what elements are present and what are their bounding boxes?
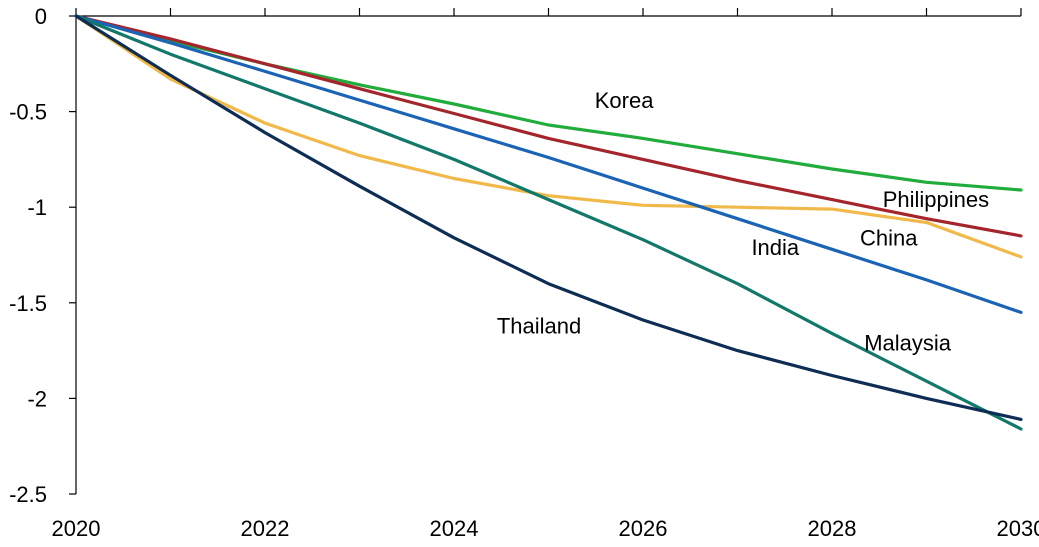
- series-labels: Korea Philippines China India Malaysia Thaila…: [497, 88, 989, 356]
- x-tick-label: 2022: [241, 516, 290, 541]
- series-line-thailand: [74, 14, 1023, 421]
- x-tick-label: 2026: [619, 516, 668, 541]
- x-tick-label: 2024: [430, 516, 479, 541]
- series-label-thailand: Thailand: [497, 313, 581, 338]
- x-tick-label: 2020: [52, 516, 101, 541]
- series-line-malaysia: [74, 14, 1023, 431]
- series-label-malaysia: Malaysia: [864, 331, 952, 356]
- y-tick-label: -1.5: [9, 291, 47, 316]
- series-label-china: China: [860, 225, 918, 250]
- y-tick-label: -0.5: [9, 100, 47, 125]
- series-line-philippines: [74, 14, 1023, 238]
- series-label-india: India: [751, 235, 799, 260]
- series-line-india: [74, 14, 1023, 314]
- y-tick-label: -2.5: [9, 482, 47, 507]
- x-tick-label: 2028: [808, 516, 857, 541]
- series-lines: [74, 14, 1023, 431]
- y-tick-label: -1: [27, 195, 47, 220]
- series-label-philippines: Philippines: [883, 187, 989, 212]
- y-tick-label: 0: [35, 4, 47, 29]
- y-tick-label: -2: [27, 386, 47, 411]
- series-line-china: [74, 14, 1023, 259]
- series-label-korea: Korea: [595, 88, 654, 113]
